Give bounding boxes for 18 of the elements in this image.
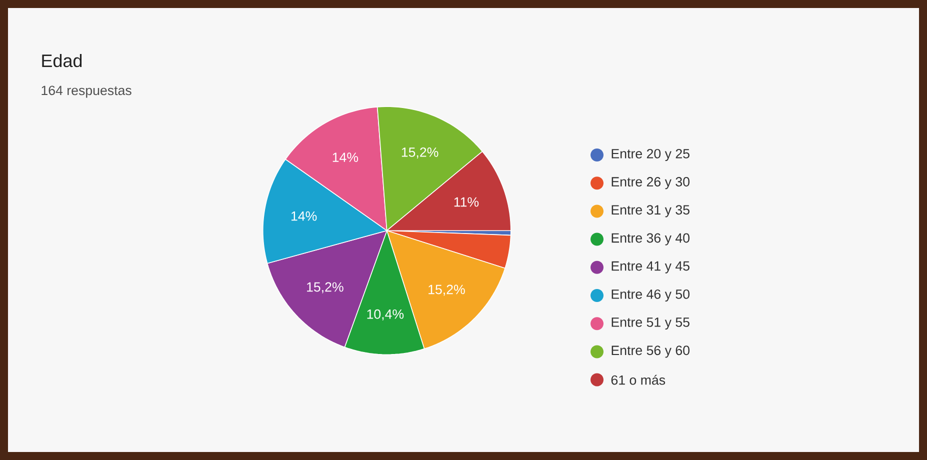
legend-label: Entre 41 y 45	[612, 261, 690, 274]
text: 164 respuestas	[42, 86, 132, 98]
legend-label: Entre 26 y 30	[612, 177, 690, 190]
legend-label: Entre 46 y 50	[612, 289, 690, 302]
legend-label: Entre 20 y 25	[612, 148, 690, 162]
data-label: 15,2%	[307, 282, 344, 294]
data-label: 10,4%	[367, 309, 404, 320]
legend-label: Entre 31 y 35	[612, 205, 690, 218]
data-label: 15,2%	[428, 284, 465, 296]
legend-label: Entre 51 y 55	[612, 318, 690, 330]
data-label: 14%	[291, 211, 317, 221]
data-label: 15,2%	[402, 147, 438, 158]
text: Edad	[42, 54, 82, 68]
legend-label: Entre 56 y 60	[612, 346, 690, 358]
legend-label: Entre 36 y 40	[612, 233, 690, 246]
data-label: 14%	[332, 152, 358, 162]
legend-label: 61 o más	[611, 374, 666, 385]
data-label: 11%	[454, 197, 479, 207]
